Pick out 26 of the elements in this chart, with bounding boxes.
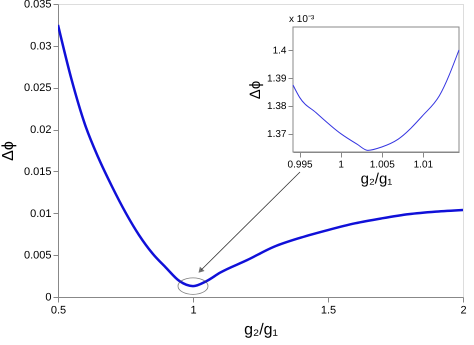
y-tick-label: 0.035 xyxy=(24,0,52,10)
y-axis-title: Δϕ xyxy=(247,80,264,100)
y-tick-label: 1.39 xyxy=(267,73,287,84)
x-tick-label: 1.005 xyxy=(370,160,396,170)
x-tick-label: 0.995 xyxy=(288,160,314,170)
y-tick-label: 1.4 xyxy=(272,45,287,56)
y-tick-label: 0.005 xyxy=(24,250,52,262)
x-tick-label: 1.5 xyxy=(320,304,336,316)
x-tick-label: 1.01 xyxy=(414,160,434,170)
y-tick-label: 1.37 xyxy=(267,129,287,140)
x-tick-label: 1 xyxy=(338,160,344,170)
x-tick-label: 1 xyxy=(190,304,197,316)
y-axis-title: Δϕ xyxy=(0,141,17,161)
y-tick-label: 0.01 xyxy=(30,208,52,220)
line-series xyxy=(292,49,460,151)
y-tick-label: 0.03 xyxy=(30,40,52,52)
y-tick-label: 0.02 xyxy=(30,124,52,136)
x-tick-label: 2 xyxy=(460,304,467,316)
y-tick-label: 1.38 xyxy=(267,101,287,112)
y-tick-label: 0 xyxy=(45,292,52,304)
x-tick-label: 0.5 xyxy=(50,304,66,316)
x-axis-title: g₂/g₁ xyxy=(360,170,392,188)
y-tick-label: 0.015 xyxy=(24,166,52,178)
annotation: x 10⁻³ xyxy=(289,14,315,25)
x-axis-title: g₂/g₁ xyxy=(244,322,278,338)
y-tick-label: 0.025 xyxy=(24,82,52,94)
